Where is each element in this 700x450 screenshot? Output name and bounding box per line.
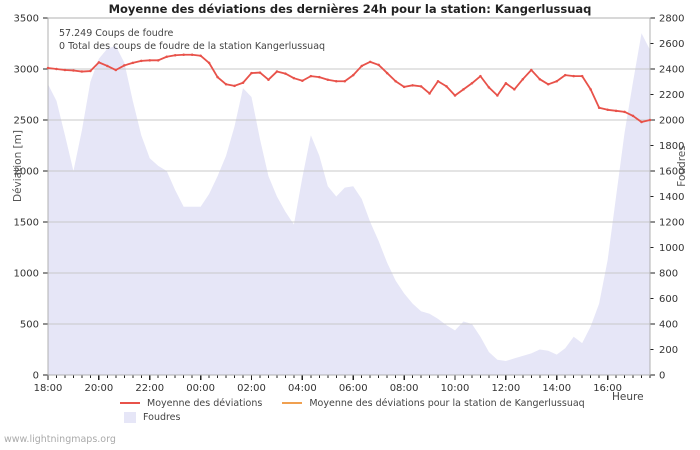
legend-swatch-line-deviation [120,402,140,404]
legend-row-1: Moyenne des déviations Moyenne des dévia… [120,396,605,410]
svg-text:0: 0 [33,371,39,382]
legend-item-deviation[interactable]: Moyenne des déviations [120,398,262,409]
page-title: Moyenne des déviations des dernières 24h… [108,2,592,16]
svg-text:400: 400 [659,320,678,331]
svg-text:1400: 1400 [659,192,684,203]
svg-text:1000: 1000 [659,243,684,254]
svg-text:20:00: 20:00 [84,383,113,394]
svg-text:16:00: 16:00 [593,383,622,394]
legend-item-lightning[interactable]: Foudres [120,411,181,423]
svg-text:1000: 1000 [14,269,39,280]
svg-text:3500: 3500 [14,14,39,25]
svg-text:10:00: 10:00 [441,383,470,394]
svg-text:18:00: 18:00 [34,383,63,394]
svg-text:200: 200 [659,345,678,356]
svg-text:600: 600 [659,294,678,305]
annotation-station-strokes: 0 Total des coups de foudre de la statio… [59,41,326,52]
svg-text:2000: 2000 [14,167,39,178]
legend-swatch-line-station [282,402,303,404]
svg-text:2800: 2800 [659,14,684,25]
svg-text:500: 500 [20,320,39,331]
chart-legend: Moyenne des déviations Moyenne des dévia… [120,396,605,424]
legend-item-station-deviation[interactable]: Moyenne des déviations pour la station d… [282,397,585,409]
svg-text:2200: 2200 [659,90,684,101]
annotation-total-strokes: 57.249 Coups de foudre [59,28,174,39]
svg-text:12:00: 12:00 [491,383,520,394]
legend-swatch-area-lightning [124,411,136,423]
svg-text:14:00: 14:00 [542,383,571,394]
svg-text:2600: 2600 [659,39,684,50]
svg-text:1500: 1500 [14,218,39,229]
y-axis-right-label: Foudres [676,145,688,187]
x-axis-label: Heure [612,391,644,403]
svg-text:00:00: 00:00 [186,383,215,394]
watermark: www.lightningmaps.org [4,434,116,445]
svg-text:06:00: 06:00 [339,383,368,394]
legend-label-lightning: Foudres [143,411,181,423]
svg-text:1800: 1800 [659,141,684,152]
svg-text:08:00: 08:00 [390,383,419,394]
svg-text:3000: 3000 [14,65,39,76]
svg-text:1600: 1600 [659,167,684,178]
svg-text:1200: 1200 [659,218,684,229]
svg-text:2000: 2000 [659,116,684,127]
svg-text:2400: 2400 [659,65,684,76]
svg-text:0: 0 [659,371,665,382]
svg-text:2500: 2500 [14,116,39,127]
legend-label-station-deviation: Moyenne des déviations pour la station d… [309,397,585,409]
svg-text:22:00: 22:00 [135,383,164,394]
svg-text:02:00: 02:00 [237,383,266,394]
svg-text:800: 800 [659,269,678,280]
svg-text:04:00: 04:00 [288,383,317,394]
y-axis-left-label: Déviation [m] [12,130,24,202]
legend-row-2: Foudres [120,410,605,424]
legend-label-deviation: Moyenne des déviations [147,397,263,409]
